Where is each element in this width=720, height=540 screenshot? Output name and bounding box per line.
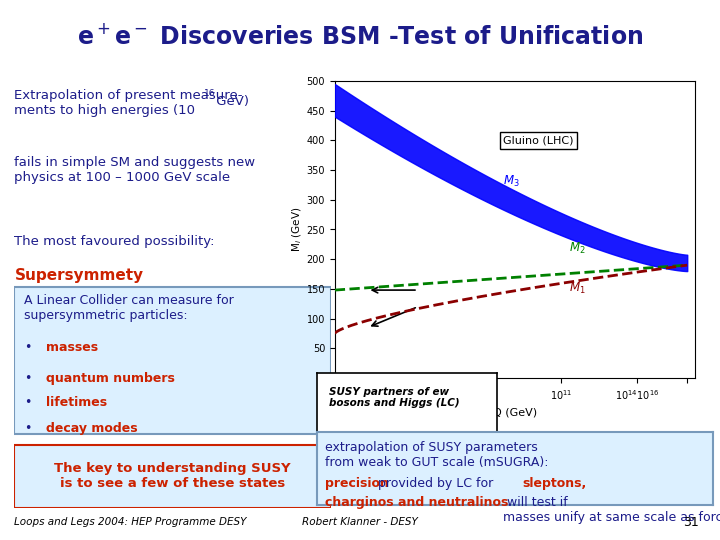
- FancyBboxPatch shape: [14, 445, 331, 508]
- Y-axis label: M$_i$ (GeV): M$_i$ (GeV): [290, 207, 304, 252]
- Text: The most favoured possibility:: The most favoured possibility:: [14, 235, 215, 248]
- Text: •: •: [24, 372, 31, 384]
- Text: M$_1$: M$_1$: [569, 281, 585, 296]
- Text: 16: 16: [204, 89, 215, 98]
- Text: Supersymmety: Supersymmety: [14, 268, 143, 283]
- Text: masses: masses: [46, 341, 98, 354]
- Text: The key to understanding SUSY
is to see a few of these states: The key to understanding SUSY is to see …: [55, 462, 291, 490]
- Text: 31: 31: [683, 516, 698, 529]
- Text: fails in simple SM and suggests new
physics at 100 – 1000 GeV scale: fails in simple SM and suggests new phys…: [14, 156, 256, 184]
- Text: extrapolation of SUSY parameters
from weak to GUT scale (mSUGRA):: extrapolation of SUSY parameters from we…: [325, 441, 548, 469]
- Text: SUSY partners of ew
bosons and Higgs (LC): SUSY partners of ew bosons and Higgs (LC…: [330, 387, 460, 408]
- Text: •: •: [24, 341, 31, 354]
- Text: Extrapolation of present measure-
ments to high energies (10: Extrapolation of present measure- ments …: [14, 89, 243, 117]
- Text: decay modes: decay modes: [46, 422, 138, 435]
- Text: provided by LC for: provided by LC for: [374, 477, 498, 490]
- Text: •: •: [24, 396, 31, 409]
- Text: quantum numbers: quantum numbers: [46, 372, 175, 384]
- Text: e$^+$e$^-$ Discoveries BSM -Test of Unification: e$^+$e$^-$ Discoveries BSM -Test of Unif…: [77, 24, 643, 49]
- Text: lifetimes: lifetimes: [46, 396, 107, 409]
- Text: Robert Klanner - DESY: Robert Klanner - DESY: [302, 517, 418, 528]
- Text: sleptons,: sleptons,: [523, 477, 587, 490]
- Text: •: •: [24, 422, 31, 435]
- Text: Gluino (LHC): Gluino (LHC): [503, 136, 574, 145]
- Text: GeV): GeV): [212, 95, 249, 108]
- X-axis label: Q (GeV): Q (GeV): [492, 407, 537, 417]
- FancyBboxPatch shape: [14, 287, 331, 434]
- Text: M$_3$: M$_3$: [503, 174, 521, 189]
- Text: M$_2$: M$_2$: [569, 240, 585, 255]
- Text: charginos and neutralinos: charginos and neutralinos: [325, 496, 508, 509]
- Text: A Linear Collider can measure for
supersymmetric particles:: A Linear Collider can measure for supers…: [24, 294, 234, 322]
- Text: will test if
masses unify at same scale as forces: will test if masses unify at same scale …: [503, 496, 720, 524]
- Text: precision: precision: [325, 477, 389, 490]
- Text: Loops and Legs 2004: HEP Programme DESY: Loops and Legs 2004: HEP Programme DESY: [14, 517, 247, 528]
